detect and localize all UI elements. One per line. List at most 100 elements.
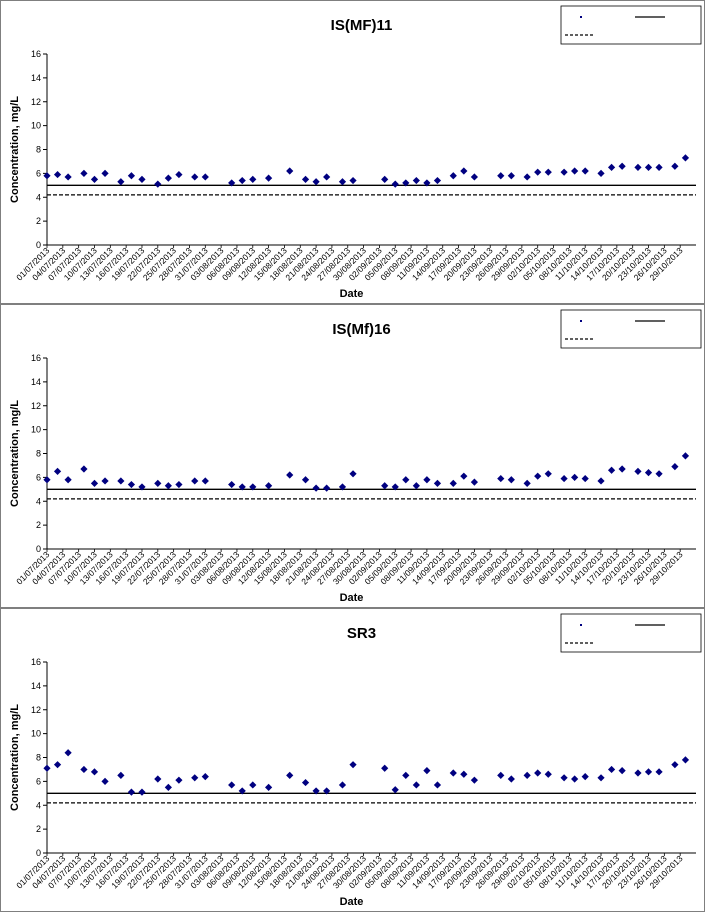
data-point: [349, 470, 357, 478]
data-point: [597, 169, 605, 177]
y-tick-label: 16: [31, 657, 41, 667]
data-point: [423, 767, 431, 775]
data-point: [191, 774, 199, 782]
data-point: [201, 477, 209, 485]
data-point: [560, 168, 568, 176]
data-point: [402, 476, 410, 484]
data-point: [634, 163, 642, 172]
data-point: [101, 777, 109, 785]
data-point: [286, 771, 294, 780]
chart-title: IS(Mf)16: [332, 321, 390, 338]
data-point: [618, 162, 626, 170]
data-point: [581, 773, 589, 781]
data-point: [534, 472, 542, 480]
data-point: [544, 168, 552, 176]
data-point: [228, 179, 236, 187]
data-point: [534, 168, 542, 176]
data-point: [671, 162, 679, 170]
data-point: [164, 174, 172, 182]
data-point: [90, 479, 99, 487]
data-point: [164, 783, 172, 791]
data-point: [117, 477, 125, 485]
data-point: [644, 163, 653, 172]
data-point: [80, 465, 88, 473]
data-point: [497, 474, 505, 483]
y-tick-label: 8: [36, 145, 41, 155]
y-tick-label: 14: [31, 681, 41, 691]
data-point: [655, 470, 663, 478]
data-point: [671, 463, 679, 471]
data-point: [138, 788, 146, 796]
chart-title: SR3: [347, 625, 376, 642]
data-point: [201, 773, 209, 781]
data-point: [338, 483, 347, 491]
data-point: [433, 176, 442, 185]
data-point: [571, 473, 579, 481]
legend-marker-swatch: [580, 16, 582, 18]
data-point: [412, 482, 420, 490]
data-point: [634, 769, 642, 777]
data-point: [571, 775, 579, 783]
data-point: [323, 173, 331, 181]
data-point: [581, 167, 589, 175]
data-point: [127, 480, 136, 489]
data-point: [644, 469, 653, 477]
data-point: [312, 484, 320, 492]
y-tick-label: 12: [31, 401, 41, 411]
y-axis-label: Concentration, mg/L: [9, 400, 21, 507]
data-point: [323, 484, 331, 492]
data-point: [301, 175, 310, 183]
y-tick-label: 0: [36, 240, 41, 250]
data-point: [228, 781, 236, 789]
data-point: [470, 478, 478, 486]
data-point: [597, 477, 605, 485]
legend-box: [560, 5, 702, 45]
data-point: [265, 783, 273, 791]
data-point: [43, 172, 51, 180]
y-tick-label: 6: [36, 168, 41, 178]
data-point: [618, 767, 626, 775]
data-point: [470, 776, 478, 784]
chart-panel-1: IS(MF)11 0 2 4 6 8 10 12 14 16 01/07/2013 04/07/201…: [0, 0, 705, 304]
data-point: [681, 154, 690, 162]
chart-title: IS(MF)11: [331, 17, 393, 34]
data-point: [201, 173, 209, 181]
y-tick-label: 6: [36, 472, 41, 482]
data-point: [164, 482, 172, 490]
data-point: [43, 476, 51, 484]
data-point: [80, 765, 88, 774]
data-point: [607, 163, 616, 172]
data-point: [249, 781, 257, 789]
data-point: [560, 474, 568, 483]
chart-2: IS(Mf)16024681012141601/07/201304/07/201…: [9, 309, 702, 604]
data-point: [449, 479, 457, 487]
data-point: [671, 761, 679, 769]
data-point: [117, 771, 125, 780]
data-point: [138, 175, 146, 183]
x-axis-label: Date: [340, 288, 364, 300]
data-point: [391, 786, 399, 794]
y-tick-label: 0: [36, 848, 41, 858]
chart-3: SR3024681012141601/07/201304/07/201307/0…: [9, 613, 702, 908]
data-point: [423, 179, 431, 187]
data-point: [238, 176, 246, 185]
data-point: [681, 452, 690, 460]
y-tick-label: 12: [31, 705, 41, 715]
y-tick-label: 10: [31, 729, 41, 739]
legend-marker-swatch: [580, 320, 582, 322]
data-point: [412, 176, 420, 185]
data-point: [423, 476, 431, 484]
data-point: [349, 761, 357, 769]
y-tick-label: 4: [36, 496, 41, 506]
y-tick-label: 14: [31, 377, 41, 387]
data-point: [249, 175, 257, 183]
data-point: [301, 778, 310, 787]
data-point: [191, 173, 199, 181]
data-point: [175, 776, 183, 784]
data-point: [634, 467, 642, 476]
data-point: [127, 788, 136, 796]
y-axis-label: Concentration, mg/L: [9, 96, 21, 203]
y-tick-label: 10: [31, 121, 41, 131]
data-point: [238, 787, 246, 795]
data-point: [544, 770, 552, 778]
